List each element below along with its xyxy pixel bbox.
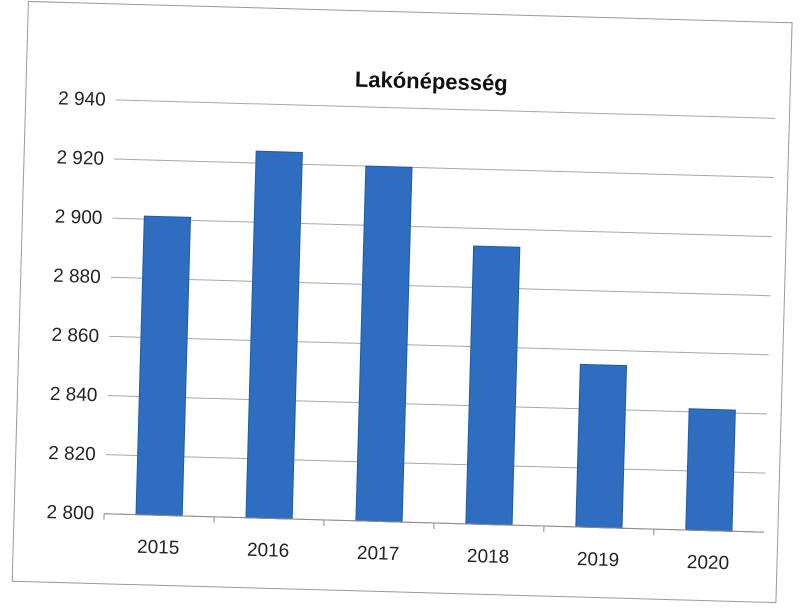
x-tick-label: 2018	[467, 546, 510, 568]
gridline	[115, 99, 776, 119]
y-tick-label: 2 940	[58, 88, 106, 110]
x-tick-label: 2019	[577, 549, 620, 571]
bar-2017	[355, 165, 413, 523]
gridline	[105, 454, 766, 474]
gridline	[110, 276, 771, 297]
y-tick-label: 2 840	[50, 384, 98, 406]
x-tick-label: 2017	[357, 543, 400, 565]
bar-2019	[575, 363, 628, 529]
bar-2018	[465, 245, 521, 526]
y-tick-label: 2 820	[48, 443, 96, 465]
y-tick-label: 2 920	[56, 147, 104, 169]
y-tick-label: 2 800	[46, 502, 94, 524]
gridline	[114, 158, 774, 178]
x-tick-label: 2016	[247, 540, 290, 562]
bar-2016	[245, 150, 303, 520]
y-tick-label: 2 880	[53, 266, 101, 288]
x-tick-label: 2020	[687, 552, 730, 574]
gridline	[109, 335, 769, 356]
y-tick-label: 2 860	[51, 325, 99, 347]
y-axis-ticks: 2 800 2 820 2 840 2 860 2 880 2 900 2 920 2 940	[46, 88, 106, 524]
x-tick-label: 2015	[137, 537, 180, 559]
bar-2020	[685, 408, 736, 532]
y-tick-label: 2 900	[55, 207, 103, 229]
gridline	[107, 395, 768, 415]
gridline	[112, 217, 773, 238]
x-axis-ticks: 2015 2016 2017 2018 2019 2020	[103, 513, 730, 574]
chart-title: Lakónépesség	[355, 67, 508, 96]
bar-2015	[135, 215, 192, 517]
